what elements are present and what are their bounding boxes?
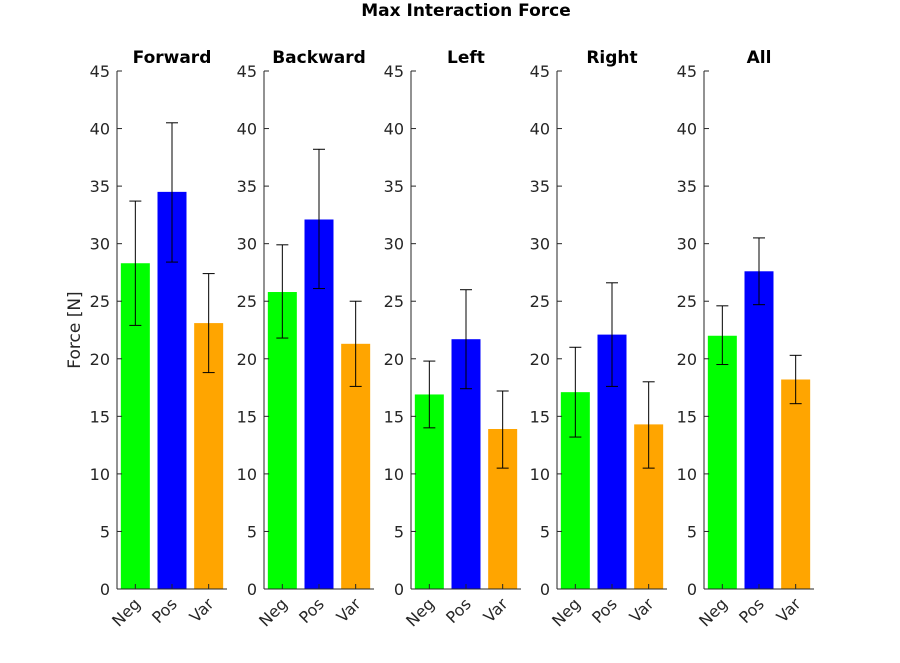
y-tick-label: 10 [237,465,257,484]
panel-title: Forward [133,48,212,68]
x-tick-label: Neg [255,594,291,630]
panel-all: All 0 5 10 15 20 25 30 35 40 45 Neg Pos Var [677,48,814,630]
panel-title: Left [447,48,485,68]
error-bar [496,390,509,469]
y-tick-label: 30 [90,235,110,254]
y-tick-label: 40 [384,120,404,139]
y-tick-label: 35 [90,177,110,196]
y-tick-label: 0 [540,580,550,599]
y-tick-label: 25 [677,292,697,311]
y-tick-label: 35 [677,177,697,196]
x-tick-label: Var [333,594,365,626]
y-tick-label: 30 [384,235,404,254]
error-bar [642,381,655,469]
x-tick-label: Neg [108,594,144,630]
y-tick-label: 10 [90,465,110,484]
bar-neg [707,335,737,589]
y-tick-label: 5 [247,522,257,541]
y-tick-label: 20 [384,350,404,369]
error-bar [349,300,362,387]
error-bar [313,148,325,290]
y-tick-label: 10 [384,465,404,484]
y-tick-label: 5 [540,522,550,541]
panel-forward: Forward 0 5 10 15 20 25 30 35 40 45 Neg Pos Var [90,48,227,630]
y-tick-label: 40 [237,120,257,139]
bar-pos [744,271,774,589]
x-tick-label: Pos [148,594,181,627]
y-tick-label: 5 [394,522,404,541]
y-tick-label: 5 [100,522,110,541]
y-tick-label: 10 [677,465,697,484]
y-tick-label: 25 [237,292,257,311]
y-tick-label: 15 [384,407,404,426]
y-tick-label: 25 [90,292,110,311]
x-tick-label: Neg [695,594,731,630]
error-bar [202,273,215,374]
x-tick-label: Var [480,594,512,626]
panel-left: Left 0 5 10 15 20 25 30 35 40 45 Neg Pos Var [384,48,521,630]
x-tick-label: Pos [442,594,475,627]
y-tick-label: 40 [530,120,550,139]
error-bar [716,305,729,366]
y-tick-label: 45 [90,62,110,81]
y-tick-label: 20 [677,350,697,369]
y-tick-label: 25 [384,292,404,311]
x-tick-label: Pos [295,594,328,627]
error-bar [423,360,436,429]
panel-title: Right [586,48,637,68]
y-tick-label: 40 [677,120,697,139]
error-bar [276,244,289,339]
y-axis-label: Force [N] [65,291,85,368]
error-bar [789,354,802,405]
x-tick-label: Pos [588,594,621,627]
y-tick-label: 15 [237,407,257,426]
x-tick-label: Neg [548,594,584,630]
error-bar [569,346,582,438]
y-tick-label: 30 [237,235,257,254]
y-tick-label: 0 [394,580,404,599]
bar-neg [267,292,297,589]
y-tick-label: 10 [530,465,550,484]
panel-title: All [747,48,772,68]
y-tick-label: 45 [384,62,404,81]
x-tick-label: Var [773,594,805,626]
y-tick-label: 25 [530,292,550,311]
error-bar [460,289,472,390]
y-tick-label: 20 [90,350,110,369]
y-tick-label: 15 [90,407,110,426]
bar-var [781,379,811,589]
y-tick-label: 15 [530,407,550,426]
y-tick-label: 45 [677,62,697,81]
error-bar [129,200,142,326]
x-tick-label: Var [186,594,218,626]
error-bar [166,122,178,263]
x-tick-label: Neg [402,594,438,630]
error-bar [753,237,765,306]
y-tick-label: 15 [677,407,697,426]
panel-title: Backward [272,48,366,68]
y-tick-label: 35 [384,177,404,196]
y-tick-label: 20 [237,350,257,369]
x-tick-label: Var [626,594,658,626]
y-tick-label: 5 [687,522,697,541]
y-tick-label: 0 [100,580,110,599]
panel-backward: Backward 0 5 10 15 20 25 30 35 40 45 Neg Pos Var [237,48,374,630]
panel-right: Right 0 5 10 15 20 25 30 35 40 45 Neg Pos Var [530,48,667,630]
y-tick-label: 30 [677,235,697,254]
y-tick-label: 35 [530,177,550,196]
y-tick-label: 0 [247,580,257,599]
y-tick-label: 0 [687,580,697,599]
y-tick-label: 30 [530,235,550,254]
error-bar [606,282,618,387]
y-tick-label: 20 [530,350,550,369]
chart-title: Max Interaction Force [361,1,571,21]
y-tick-label: 40 [90,120,110,139]
y-tick-label: 45 [530,62,550,81]
y-tick-label: 35 [237,177,257,196]
y-tick-label: 45 [237,62,257,81]
x-tick-label: Pos [735,594,768,627]
